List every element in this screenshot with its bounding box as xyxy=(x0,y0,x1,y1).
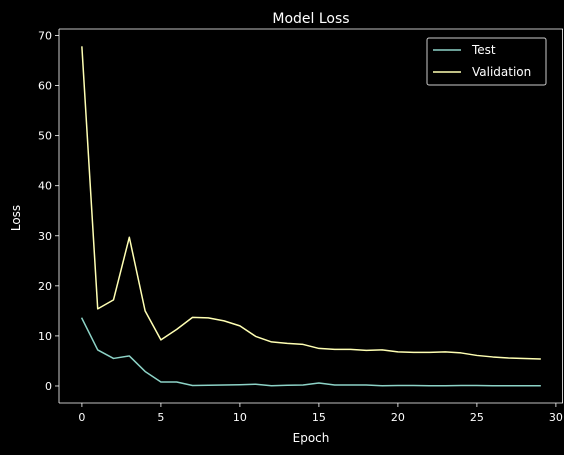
x-tick-label: 5 xyxy=(157,411,164,424)
y-tick-label: 40 xyxy=(38,180,52,193)
y-tick-label: 70 xyxy=(38,30,52,43)
x-axis-label: Epoch xyxy=(293,431,330,445)
y-tick-label: 30 xyxy=(38,230,52,243)
x-tick-label: 25 xyxy=(470,411,484,424)
x-tick-label: 0 xyxy=(78,411,85,424)
y-tick-label: 10 xyxy=(38,330,52,343)
y-tick-label: 0 xyxy=(45,380,52,393)
legend: Test Validation xyxy=(426,37,547,86)
plot-area xyxy=(80,46,541,387)
x-tick-label: 30 xyxy=(549,411,563,424)
axes: 0 5 10 15 20 25 30 0 10 20 30 40 50 60 70 xyxy=(38,28,563,424)
y-tick-label: 60 xyxy=(38,80,52,93)
x-tick-label: 10 xyxy=(233,411,247,424)
legend-label-test: Test xyxy=(471,43,496,57)
legend-label-validation: Validation xyxy=(472,65,531,79)
x-tick-label: 15 xyxy=(312,411,326,424)
series-line-test xyxy=(80,317,541,387)
x-tick-label: 20 xyxy=(391,411,405,424)
y-axis-label: Loss xyxy=(9,205,23,231)
y-tick-label: 20 xyxy=(38,280,52,293)
chart-title: Model Loss xyxy=(272,11,349,27)
series-line-validation xyxy=(81,46,541,360)
y-tick-label: 50 xyxy=(38,130,52,143)
